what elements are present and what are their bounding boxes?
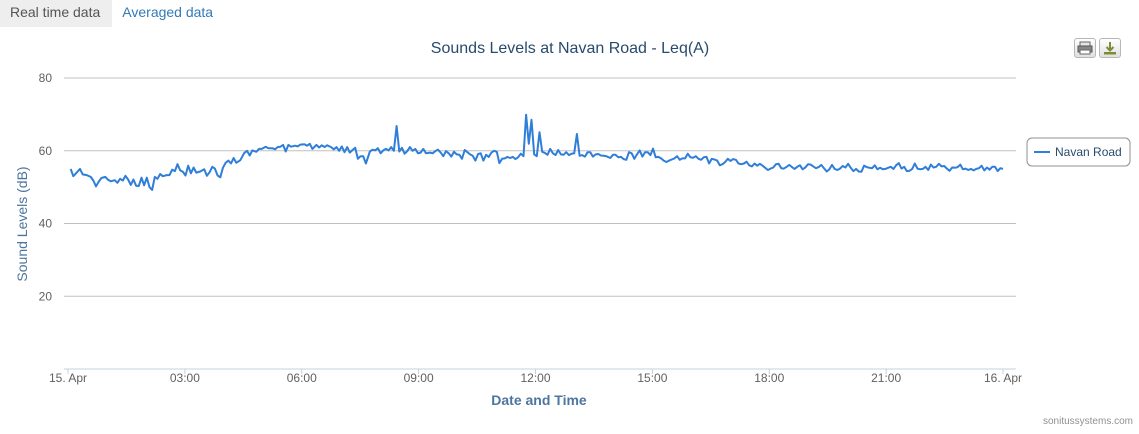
y-tick-label: 20: [39, 289, 53, 303]
credits-link[interactable]: sonitussystems.com: [1043, 416, 1133, 427]
x-tick-label: 09:00: [404, 371, 434, 385]
download-button[interactable]: [1099, 38, 1121, 58]
series-group: [69, 113, 1004, 191]
y-tick-label: 40: [39, 217, 53, 231]
y-axis-ticks: 20 40 60 80: [39, 71, 53, 303]
print-button[interactable]: [1074, 38, 1096, 58]
series-line-navan-road[interactable]: [69, 113, 1004, 191]
download-icon: [1104, 42, 1116, 55]
x-tick-label: 18:00: [754, 371, 784, 385]
x-tick-label: 15:00: [637, 371, 667, 385]
chart-title: Sounds Levels at Navan Road - Leq(A): [431, 40, 709, 57]
x-tick-label: 06:00: [287, 371, 317, 385]
legend-item-label: Navan Road: [1055, 145, 1122, 159]
x-axis: 15. Apr 03:00 06:00 09:00 12:00 15:00 18:00 21:…: [49, 368, 1022, 385]
y-tick-label: 80: [39, 71, 53, 85]
x-tick-label: 12:00: [520, 371, 550, 385]
legend-box: [1026, 137, 1131, 167]
x-axis-title: Date and Time: [491, 392, 587, 408]
y-tick-label: 60: [39, 144, 53, 158]
x-tick-label: 21:00: [871, 371, 901, 385]
x-tick-label: 15. Apr: [49, 371, 87, 385]
x-tick-label: 16. Apr: [984, 371, 1022, 385]
tab-real-time-data[interactable]: Real time data: [0, 0, 113, 27]
tab-averaged-data[interactable]: Averaged data: [122, 4, 214, 20]
print-icon: [1077, 41, 1093, 55]
y-axis-title: Sound Levels (dB): [14, 166, 30, 281]
tab-bar: Real time data Averaged data: [0, 0, 225, 27]
x-tick-label: 03:00: [170, 371, 200, 385]
grid-lines: [64, 77, 1016, 297]
legend[interactable]: Navan Road: [1026, 137, 1131, 167]
